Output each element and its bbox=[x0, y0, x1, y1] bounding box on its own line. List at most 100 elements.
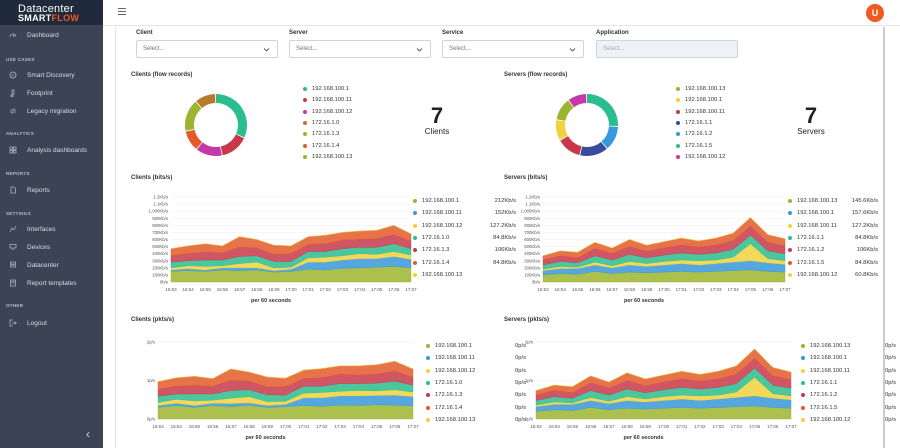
donut-legend-item[interactable]: 192.168.100.1 bbox=[303, 85, 349, 93]
donut-legend-item[interactable]: 172.16.1.0 bbox=[303, 119, 339, 127]
sidebar-item-analysis-dashboards[interactable]: Analysis dashboards bbox=[0, 143, 103, 157]
donut-legend-item[interactable]: 192.168.100.13 bbox=[676, 85, 725, 93]
legend-dot bbox=[303, 98, 307, 103]
donut-slice[interactable] bbox=[587, 94, 618, 127]
x-tick-label: 17:02 bbox=[316, 424, 328, 429]
donut-slice[interactable] bbox=[556, 120, 568, 140]
chart-legend-item[interactable]: 192.168.100.11 0p/s bbox=[801, 367, 896, 375]
user-avatar[interactable]: U bbox=[866, 4, 884, 22]
donut-slice[interactable] bbox=[216, 94, 247, 138]
donut-legend-item[interactable]: 192.168.100.12 bbox=[676, 153, 725, 161]
x-tick-label: 16:56 bbox=[207, 424, 219, 429]
donut-legend-item[interactable]: 192.168.100.11 bbox=[676, 108, 725, 116]
chart-legend-item[interactable]: 192.168.100.13 0p/s bbox=[426, 416, 526, 424]
count-label: Servers bbox=[797, 127, 825, 136]
legend-dot bbox=[788, 260, 792, 265]
legend-dot bbox=[426, 417, 430, 422]
legend-value: 84.8Kb/s bbox=[855, 234, 878, 241]
chart-legend-item[interactable]: 192.168.100.1 157.6Kb/s bbox=[788, 209, 878, 217]
sidebar-item-legacy-migration[interactable]: Legacy migration bbox=[0, 104, 103, 118]
chart-legend-item[interactable]: 172.16.1.2 106Kb/s bbox=[788, 246, 878, 254]
chart-legend-item[interactable]: 192.168.100.11 0p/s bbox=[426, 354, 526, 362]
collapse-sidebar-icon[interactable]: ‹ bbox=[86, 427, 90, 441]
sidebar-item-dashboard[interactable]: Dashboard bbox=[0, 28, 103, 42]
donut-legend-item[interactable]: 192.168.100.1 bbox=[676, 96, 722, 104]
service-select-placeholder: Select... bbox=[449, 46, 471, 52]
donut-legend-item[interactable]: 172.16.1.3 bbox=[303, 130, 339, 138]
chart-legend-item[interactable]: 192.168.100.11 152Kb/s bbox=[413, 209, 516, 217]
legend-label: 192.168.100.12 bbox=[422, 222, 463, 229]
client-select[interactable]: Select... bbox=[136, 40, 278, 58]
service-filter-label: Service bbox=[442, 30, 464, 36]
client-select-placeholder: Select... bbox=[143, 46, 165, 52]
legend-label: 172.16.1.3 bbox=[312, 131, 340, 138]
donut-slice[interactable] bbox=[560, 136, 582, 156]
series-area[interactable] bbox=[535, 348, 792, 391]
donut-legend-item[interactable]: 172.16.1.1 bbox=[676, 119, 712, 127]
donut-legend-item[interactable]: 172.16.1.2 bbox=[676, 130, 712, 138]
donut-chart bbox=[556, 94, 618, 156]
chart-legend-item[interactable]: 192.168.100.1 212Kb/s bbox=[413, 197, 516, 205]
sidebar-item-footprint[interactable]: Footprint bbox=[0, 86, 103, 100]
hamburger-menu-icon[interactable] bbox=[118, 8, 126, 16]
y-tick-label: 0p/s bbox=[147, 417, 155, 422]
chart-legend-item[interactable]: 192.168.100.13 145.6Kb/s bbox=[788, 197, 878, 205]
donut-slice[interactable] bbox=[568, 94, 587, 108]
donut-slice[interactable] bbox=[601, 126, 618, 149]
chart-legend-item[interactable]: 172.16.1.4 0p/s bbox=[426, 404, 526, 412]
donut-legend-item[interactable]: 192.168.100.12 bbox=[303, 108, 352, 116]
chart-legend-item[interactable]: 192.168.100.11 127.2Kb/s bbox=[788, 222, 878, 230]
donut-slice[interactable] bbox=[220, 134, 245, 156]
chart-legend-item[interactable]: 192.168.100.12 0p/s bbox=[801, 416, 896, 424]
chart-legend-item[interactable]: 192.168.100.12 60.8Kb/s bbox=[788, 271, 878, 279]
donut-legend-item[interactable]: 172.16.1.5 bbox=[676, 142, 712, 150]
donut-slice[interactable] bbox=[185, 101, 202, 131]
donut-slice[interactable] bbox=[556, 100, 574, 121]
x-tick-label: 17:07 bbox=[785, 424, 797, 429]
sidebar-item-smart-discovery[interactable]: Smart Discovery bbox=[0, 68, 103, 82]
migration-icon bbox=[9, 107, 17, 115]
legend-dot bbox=[413, 248, 417, 253]
logo[interactable]: Datacenter SMARTFLOW bbox=[0, 0, 103, 25]
server-select[interactable]: Select... bbox=[289, 40, 431, 58]
donut-slice[interactable] bbox=[196, 94, 216, 109]
sidebar-item-label: Devices bbox=[27, 243, 51, 251]
donut-legend-item[interactable]: 172.16.1.4 bbox=[303, 142, 339, 150]
sidebar-item-datacenter[interactable]: Datacenter bbox=[0, 258, 103, 272]
chart-legend-item[interactable]: 192.168.100.13 bbox=[413, 271, 516, 279]
chart-legend-item[interactable]: 172.16.1.3 0p/s bbox=[426, 391, 526, 399]
legend-dot bbox=[426, 380, 430, 385]
service-select[interactable]: Select... bbox=[442, 40, 584, 58]
legend-label: 172.16.1.2 bbox=[810, 392, 838, 399]
chart-legend-item[interactable]: 172.16.1.5 84.8Kb/s bbox=[788, 259, 878, 267]
chart-legend-item[interactable]: 172.16.1.4 84.8Kb/s bbox=[413, 259, 516, 267]
application-filter-label: Application bbox=[596, 30, 629, 36]
donut-legend-item[interactable]: 192.168.100.11 bbox=[303, 96, 352, 104]
chart-legend-item[interactable]: 192.168.100.13 0p/s bbox=[801, 342, 896, 350]
legend-label: 192.168.100.11 bbox=[435, 355, 475, 362]
sidebar-item-report-templates[interactable]: Report templates bbox=[0, 276, 103, 290]
chart-legend-item[interactable]: 172.16.1.3 106Kb/s bbox=[413, 246, 516, 254]
y-tick-label: 1,000Kb/s bbox=[149, 209, 168, 214]
chart-legend-item[interactable]: 172.16.1.0 0p/s bbox=[426, 379, 526, 387]
chart-legend-item[interactable]: 172.16.1.5 0p/s bbox=[801, 404, 896, 412]
chart-legend-item[interactable]: 192.168.100.1 0p/s bbox=[801, 354, 896, 362]
donut-slice[interactable] bbox=[196, 142, 222, 156]
legend-dot bbox=[303, 120, 307, 125]
sidebar-item-interfaces[interactable]: Interfaces bbox=[0, 222, 103, 236]
chart-legend-item[interactable]: 172.16.1.2 0p/s bbox=[801, 391, 896, 399]
sidebar-item-logout[interactable]: Logout bbox=[0, 316, 103, 330]
sidebar-item-reports[interactable]: Reports bbox=[0, 183, 103, 197]
series-area[interactable] bbox=[170, 225, 412, 249]
chart-legend-item[interactable]: 192.168.100.12 0p/s bbox=[426, 367, 526, 375]
donut-slice[interactable] bbox=[580, 141, 607, 156]
chart-legend-item[interactable]: 172.16.1.1 0p/s bbox=[801, 379, 896, 387]
chart-legend-item[interactable]: 172.16.1.0 84.8Kb/s bbox=[413, 234, 516, 242]
datacenter-icon bbox=[9, 261, 17, 269]
donut-legend-item[interactable]: 192.168.100.13 bbox=[303, 153, 352, 161]
chart-legend-item[interactable]: 172.16.1.1 84.8Kb/s bbox=[788, 234, 878, 242]
chart-legend-item[interactable]: 192.168.100.12 127.2Kb/s bbox=[413, 222, 516, 230]
sidebar-item-devices[interactable]: Devices bbox=[0, 240, 103, 254]
chart-legend-item[interactable]: 192.168.100.1 0p/s bbox=[426, 342, 526, 350]
donut-slice[interactable] bbox=[185, 129, 202, 149]
